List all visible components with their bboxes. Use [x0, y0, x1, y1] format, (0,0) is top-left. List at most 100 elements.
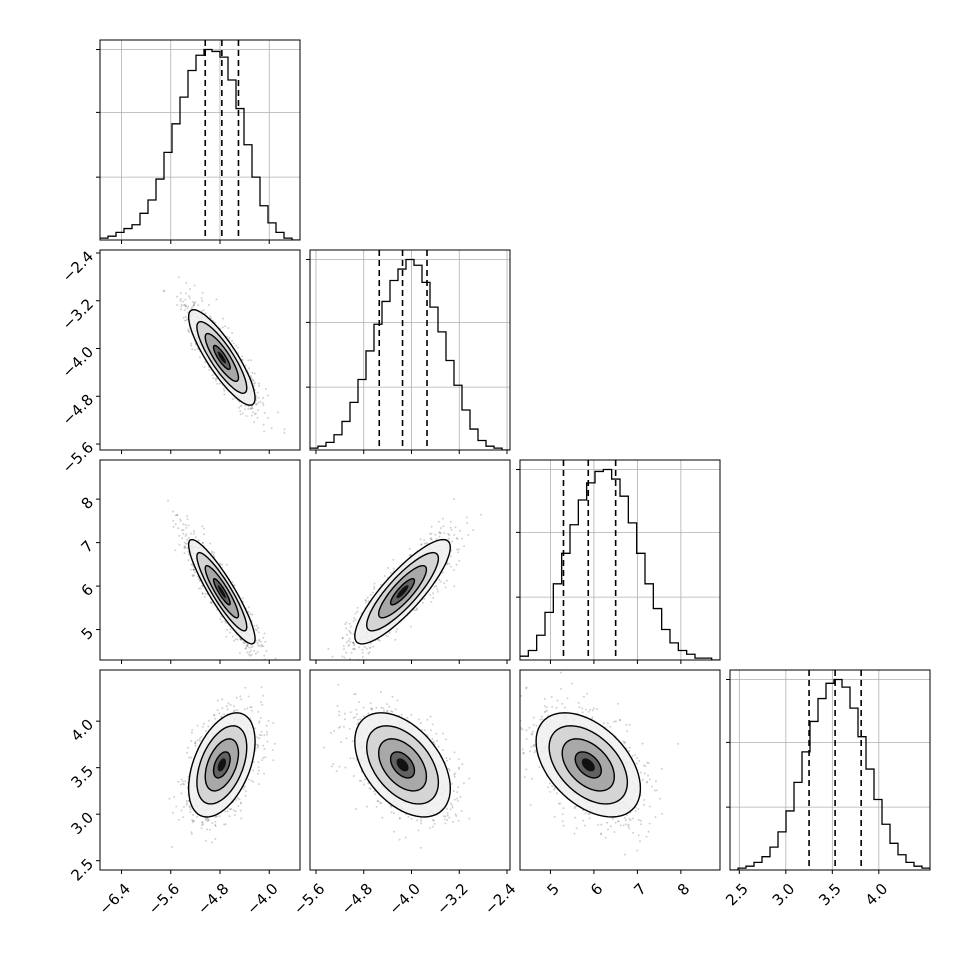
- sample-point: [185, 292, 187, 295]
- sample-point: [179, 520, 182, 522]
- panel-frame: [309, 459, 511, 661]
- sample-point: [254, 727, 257, 730]
- y-tick-label: 8: [78, 493, 97, 512]
- sample-point: [260, 701, 262, 704]
- sample-point: [455, 563, 458, 566]
- sample-point: [458, 529, 461, 532]
- sample-point: [238, 652, 241, 654]
- sample-point: [203, 722, 205, 725]
- sample-point: [210, 317, 213, 320]
- sample-point: [181, 537, 184, 540]
- histogram-step: [520, 468, 720, 660]
- sample-point: [436, 588, 439, 591]
- sample-point: [345, 621, 348, 624]
- sample-point: [350, 632, 352, 635]
- sample-point: [185, 542, 188, 545]
- sample-point: [184, 304, 187, 307]
- sample-point: [194, 740, 197, 743]
- sample-point: [185, 800, 188, 802]
- sample-point: [211, 550, 213, 553]
- sample-point: [257, 710, 260, 713]
- sample-point: [242, 412, 244, 415]
- sample-point: [178, 534, 181, 537]
- sample-point: [353, 647, 356, 650]
- sample-point: [256, 736, 259, 739]
- sample-point: [239, 809, 242, 812]
- sample-point: [455, 537, 458, 540]
- sample-point: [249, 654, 252, 657]
- sample-point: [184, 305, 187, 308]
- sample-point: [439, 580, 442, 583]
- sample-point: [213, 551, 215, 554]
- sample-point: [257, 644, 260, 647]
- sample-point: [242, 642, 245, 645]
- sample-point: [430, 537, 432, 540]
- sample-point: [267, 394, 270, 397]
- sample-point: [208, 369, 211, 371]
- sample-point: [447, 537, 450, 540]
- sample-point: [190, 833, 193, 835]
- sample-point: [253, 385, 256, 387]
- sample-point: [183, 546, 186, 548]
- sample-point: [179, 299, 182, 302]
- sample-point: [200, 827, 203, 830]
- sample-point: [271, 749, 274, 751]
- sample-point: [225, 563, 228, 566]
- sample-point: [348, 629, 351, 632]
- sample-point: [221, 698, 224, 701]
- sample-point: [408, 554, 411, 557]
- sample-point: [196, 724, 199, 727]
- sample-point: [369, 593, 372, 596]
- sample-point: [255, 402, 258, 405]
- y-tick-label: −5.6: [59, 438, 97, 476]
- y-tick-label: −3.2: [59, 295, 97, 333]
- sample-point: [244, 364, 247, 367]
- sample-point: [206, 828, 208, 831]
- sample-point: [263, 747, 266, 750]
- sample-point: [264, 640, 267, 643]
- sample-point: [389, 572, 392, 574]
- sample-point: [264, 388, 267, 390]
- sample-point: [244, 404, 247, 407]
- sample-point: [192, 568, 195, 571]
- sample-point: [247, 695, 250, 698]
- sample-point: [174, 523, 177, 526]
- sample-point: [201, 541, 204, 544]
- sample-point: [176, 514, 179, 517]
- sample-point: [423, 542, 426, 545]
- sample-point: [240, 404, 243, 407]
- sample-point: [191, 729, 194, 732]
- sample-point: [194, 571, 197, 574]
- sample-point: [249, 613, 252, 615]
- sample-point: [253, 413, 256, 416]
- sample-point: [198, 579, 201, 582]
- sample-point: [353, 644, 356, 647]
- sample-point: [443, 582, 446, 585]
- contour-line: [204, 565, 240, 619]
- sample-point: [260, 645, 263, 648]
- sample-point: [456, 538, 459, 540]
- sample-point: [262, 675, 264, 677]
- sample-point: [257, 409, 260, 412]
- sample-point: [214, 717, 217, 720]
- sample-point: [213, 714, 216, 717]
- sample-point: [238, 798, 241, 801]
- sample-point: [190, 563, 193, 566]
- sample-point: [207, 818, 210, 821]
- sample-point: [262, 694, 265, 697]
- sample-point: [416, 608, 418, 611]
- sample-point: [349, 640, 352, 643]
- sample-point: [456, 548, 459, 551]
- sample-point: [244, 647, 247, 650]
- sample-point: [432, 596, 435, 599]
- sample-point: [206, 820, 209, 823]
- sample-point: [388, 631, 391, 634]
- sample-point: [240, 817, 243, 820]
- sample-point: [344, 623, 347, 626]
- sample-point: [254, 652, 257, 655]
- sample-point: [463, 545, 466, 548]
- sample-point: [215, 379, 217, 382]
- sample-point: [163, 289, 166, 292]
- sample-point: [200, 297, 203, 300]
